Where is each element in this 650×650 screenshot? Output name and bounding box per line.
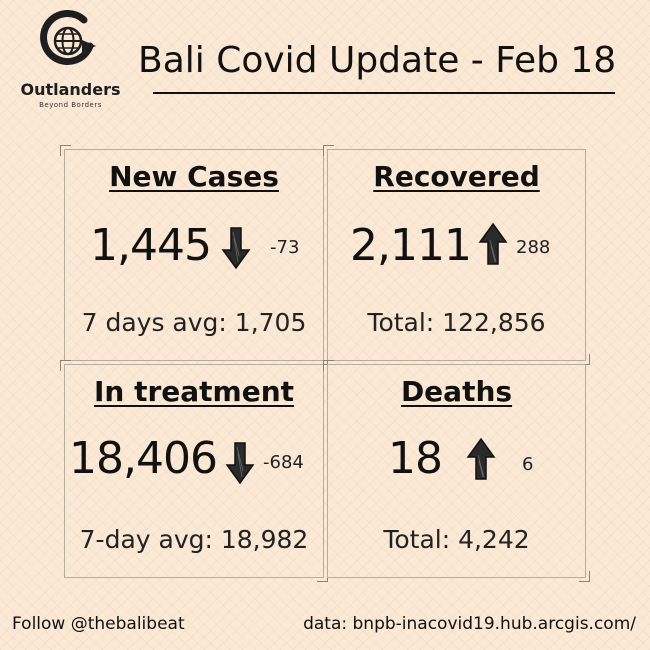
brand-logo: Outlanders Beyond Borders xyxy=(8,10,133,120)
title-underline xyxy=(153,92,615,94)
new-cases-average: 7 days avg: 1,705 xyxy=(81,308,307,337)
arrow-down-icon xyxy=(221,227,251,270)
deaths-value: 18 xyxy=(388,433,443,484)
follow-handle: Follow @thebalibeat xyxy=(12,614,185,634)
card-heading: Deaths xyxy=(400,375,513,408)
arrow-up-icon xyxy=(466,437,496,480)
in-treatment-delta: -684 xyxy=(263,452,304,473)
card-heading: In treatment xyxy=(93,375,295,408)
card-heading: Recovered xyxy=(373,160,540,193)
recovered-delta: 288 xyxy=(516,237,551,258)
new-cases-delta: -73 xyxy=(270,237,300,258)
card-heading: New Cases xyxy=(109,160,279,193)
new-cases-value: 1,445 xyxy=(90,220,212,271)
brand-tagline: Beyond Borders xyxy=(39,101,102,109)
deaths-total: Total: 4,242 xyxy=(383,525,530,554)
in-treatment-value: 18,406 xyxy=(69,433,218,484)
recovered-value: 2,111 xyxy=(350,220,472,271)
brand-name: Outlanders xyxy=(20,80,121,99)
card-in-treatment: In treatment 18,406 -684 7-day avg: 18,9… xyxy=(60,360,328,582)
recovered-total: Total: 122,856 xyxy=(367,308,546,337)
deaths-delta: 6 xyxy=(522,454,534,475)
globe-icon xyxy=(40,10,96,65)
card-new-cases: New Cases 1,445 -73 7 days avg: 1,705 xyxy=(60,145,328,365)
arrow-down-icon xyxy=(225,442,255,485)
page-title: Bali Covid Update - Feb 18 xyxy=(138,40,617,81)
data-source: data: bnpb-inacovid19.hub.arcgis.com/ xyxy=(303,614,636,634)
card-recovered: Recovered 2,111 288 Total: 122,856 xyxy=(323,145,590,365)
in-treatment-average: 7-day avg: 18,982 xyxy=(79,525,309,554)
card-deaths: Deaths 18 6 Total: 4,242 xyxy=(323,360,590,582)
arrow-up-icon xyxy=(478,222,508,265)
